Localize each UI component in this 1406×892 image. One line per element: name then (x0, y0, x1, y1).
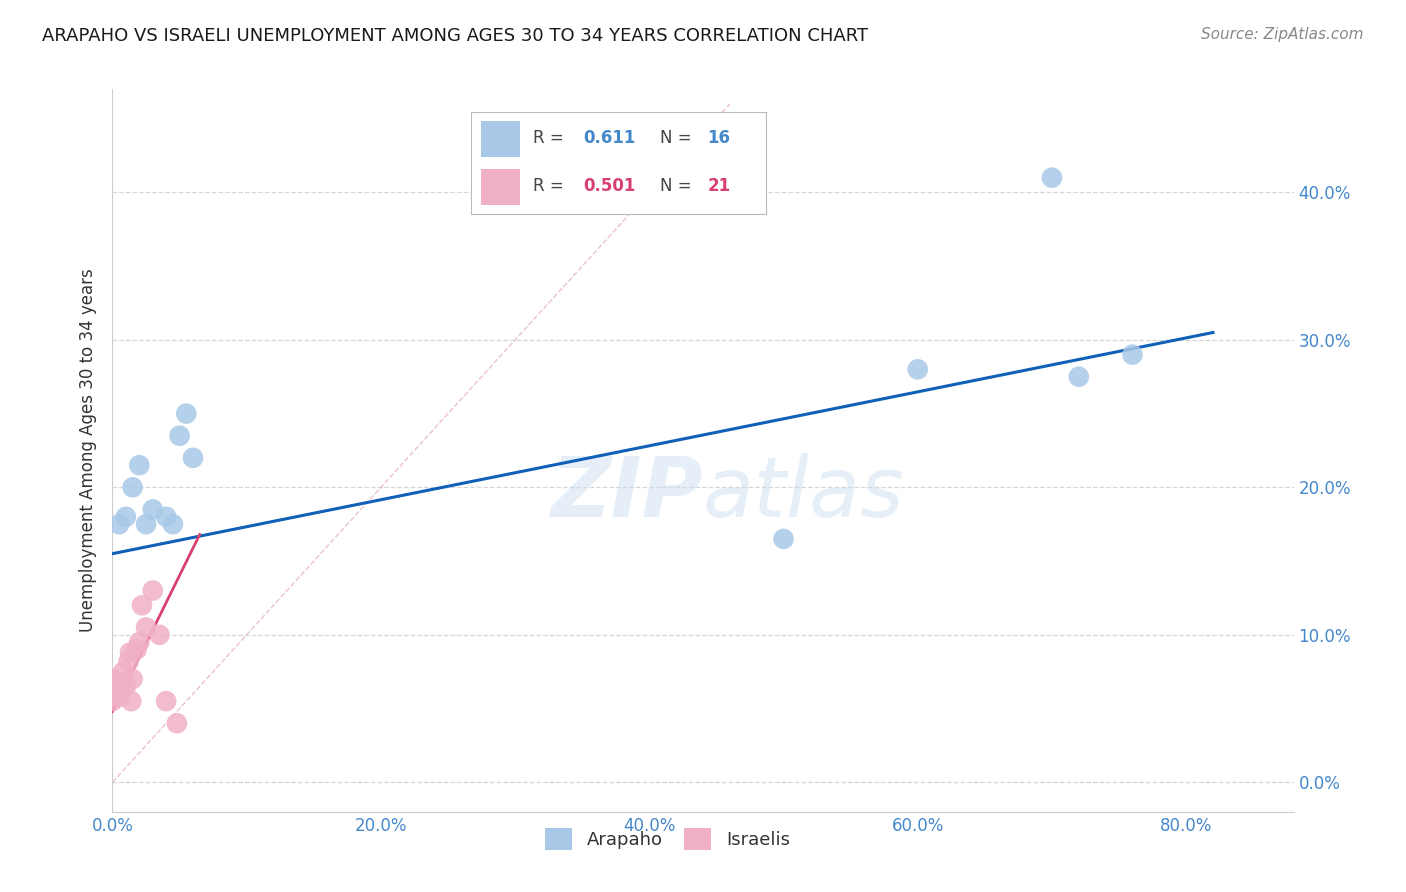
Point (101, 672, 124, 686)
Point (135, 620, 157, 634)
Text: 0.611: 0.611 (583, 129, 636, 147)
Point (155, 509, 177, 524)
Point (169, 428, 191, 442)
Point (101, 687, 124, 701)
Point (772, 532, 794, 546)
Point (108, 683, 131, 698)
Point (162, 517, 184, 532)
Point (108, 517, 131, 532)
Text: 21: 21 (707, 178, 730, 195)
Point (117, 654, 139, 668)
Point (128, 458, 150, 473)
Text: N =: N = (659, 178, 692, 195)
Legend: Arapaho, Israelis: Arapaho, Israelis (538, 821, 797, 857)
FancyBboxPatch shape (481, 169, 520, 205)
Point (148, 628, 170, 642)
Point (135, 517, 157, 532)
Point (101, 679, 124, 693)
Point (166, 716, 188, 731)
Point (118, 645, 141, 659)
Point (1067, 369, 1090, 384)
Point (174, 407, 197, 421)
Point (112, 665, 135, 679)
FancyBboxPatch shape (481, 120, 520, 157)
Point (1121, 348, 1143, 362)
Text: atlas: atlas (703, 453, 904, 534)
Point (120, 694, 142, 708)
Point (115, 679, 138, 693)
Point (131, 599, 153, 613)
Point (128, 635, 150, 649)
Point (155, 694, 177, 708)
Text: R =: R = (533, 129, 564, 147)
Point (108, 690, 131, 704)
Text: ZIP: ZIP (550, 453, 703, 534)
Point (907, 362, 929, 376)
Point (101, 694, 124, 708)
Text: R =: R = (533, 178, 564, 195)
Y-axis label: Unemployment Among Ages 30 to 34 years: Unemployment Among Ages 30 to 34 years (79, 268, 97, 632)
Point (121, 480, 143, 494)
Text: 16: 16 (707, 129, 730, 147)
Text: ARAPAHO VS ISRAELI UNEMPLOYMENT AMONG AGES 30 TO 34 YEARS CORRELATION CHART: ARAPAHO VS ISRAELI UNEMPLOYMENT AMONG AG… (42, 27, 869, 45)
Text: 0.501: 0.501 (583, 178, 636, 195)
Point (111, 675, 134, 690)
Text: N =: N = (659, 129, 692, 147)
Point (181, 450, 204, 465)
Point (121, 672, 143, 686)
Point (142, 502, 165, 516)
Point (115, 509, 138, 524)
Point (1040, 170, 1063, 185)
Point (125, 642, 148, 657)
Point (142, 583, 165, 598)
Text: Source: ZipAtlas.com: Source: ZipAtlas.com (1201, 27, 1364, 42)
